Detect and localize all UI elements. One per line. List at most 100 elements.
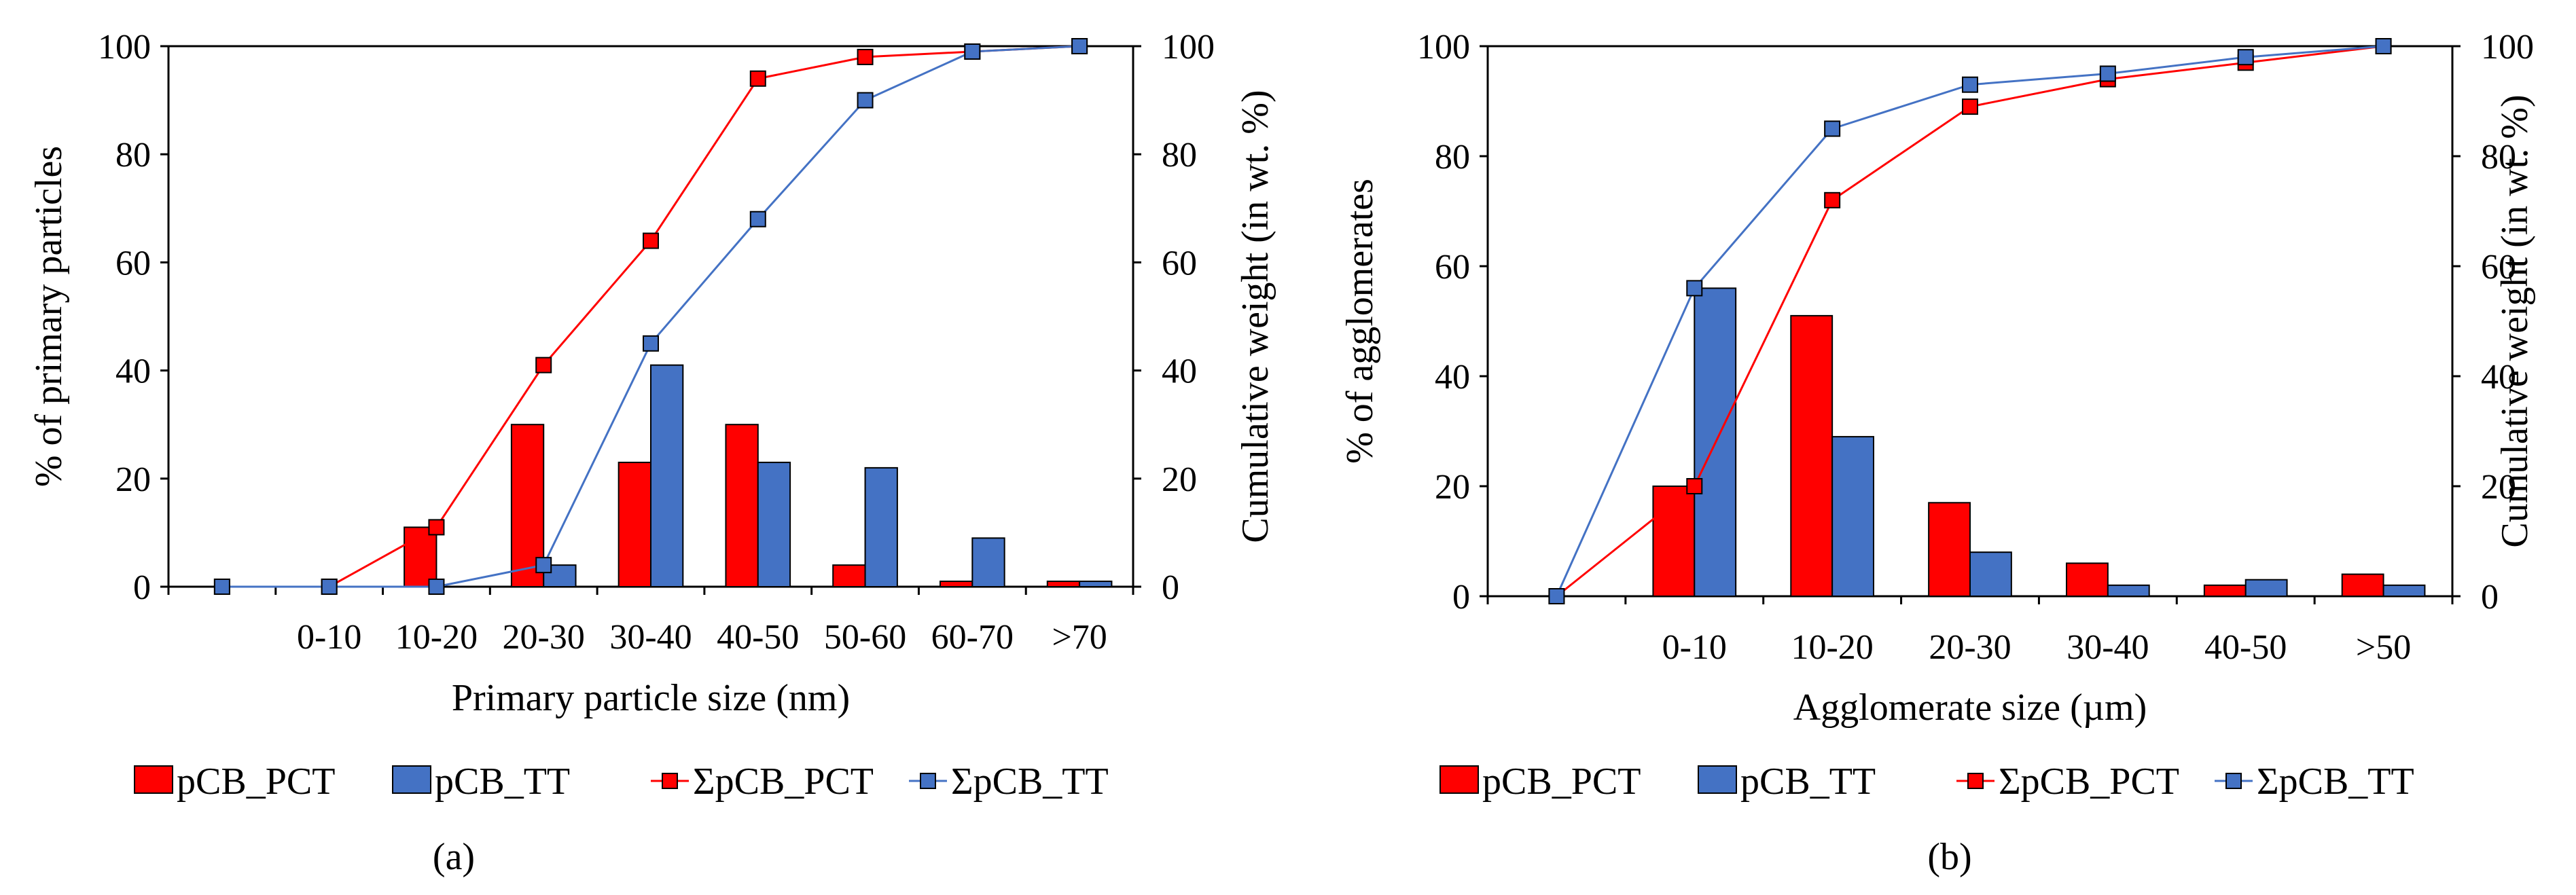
bar-pcb-pct — [2203, 584, 2247, 597]
bar-pcb-pct — [1046, 581, 1081, 587]
marker-cumulative-pcb-tt — [321, 579, 338, 595]
bar-pcb-pct — [1790, 314, 1833, 597]
bar-pcb-tt — [864, 467, 898, 587]
marker-cumulative-pcb-tt — [964, 43, 981, 60]
marker-cumulative-pcb-tt — [2375, 38, 2392, 54]
bar-pcb-pct — [618, 461, 652, 587]
x-tick-label: >70 — [1052, 618, 1107, 657]
marker-cumulative-pcb-tt — [1824, 120, 1841, 137]
y-right-tick-label: 20 — [1162, 460, 1197, 499]
bar-pcb-pct — [2066, 562, 2109, 598]
y-right-tick-label: 100 — [1162, 28, 1215, 67]
marker-cumulative-pcb-pct — [1962, 98, 1978, 115]
y-left-tick-label: 60 — [115, 244, 151, 282]
bar-pcb-tt — [650, 364, 684, 587]
legend: pCB_PCT pCB_TT ΣpCB_PCT ΣpCB_TT — [134, 761, 1109, 803]
legend-label: pCB_TT — [1740, 761, 1876, 803]
marker-cumulative-pcb-pct — [535, 357, 552, 373]
y-left-tick-label: 100 — [98, 28, 151, 67]
marker-cumulative-pcb-pct — [643, 232, 659, 249]
bar-pcb-tt — [1969, 551, 2012, 598]
legend-swatch-marker — [2225, 773, 2242, 789]
marker-cumulative-pcb-pct — [1686, 478, 1703, 494]
y-left-tick-label: 20 — [1435, 468, 1470, 507]
marker-cumulative-pcb-tt — [428, 579, 445, 595]
y-left-tick-label: 20 — [115, 460, 151, 499]
marker-cumulative-pcb-tt — [749, 211, 766, 227]
y-right-tick-label: 0 — [1162, 568, 1179, 607]
marker-cumulative-pcb-pct — [857, 48, 874, 65]
y-right-tick-label: 80 — [1162, 136, 1197, 175]
bar-pcb-tt — [1831, 436, 1874, 597]
y-left-tick-label: 60 — [1435, 248, 1470, 287]
y-left-axis-title: % of primary particles — [28, 146, 70, 487]
bar-pcb-tt — [2107, 584, 2150, 597]
x-tick-label: 0-10 — [1662, 628, 1727, 667]
y-right-axis-title: Cumulative weight (in wt. %) — [1234, 90, 1276, 543]
y-right-tick-label: 60 — [1162, 244, 1197, 282]
y-right-axis-title: Cumulative weight (in wt. %) — [2494, 94, 2536, 547]
panel-label: (a) — [433, 836, 475, 878]
legend-label: ΣpCB_PCT — [693, 761, 874, 803]
marker-cumulative-pcb-tt — [535, 557, 552, 574]
marker-cumulative-pcb-tt — [1686, 280, 1703, 297]
x-tick-label: 30-40 — [2067, 628, 2149, 667]
legend-label: ΣpCB_TT — [951, 761, 1109, 803]
y-left-tick-label: 100 — [1417, 28, 1470, 67]
x-tick-label: >50 — [2356, 628, 2411, 667]
legend-label: pCB_TT — [435, 761, 570, 803]
y-right-tick-label: 100 — [2481, 28, 2534, 67]
marker-cumulative-pcb-tt — [2237, 49, 2254, 66]
legend-label: pCB_PCT — [177, 761, 335, 803]
marker-cumulative-pcb-pct — [749, 70, 766, 87]
bar-pcb-tt — [757, 461, 791, 587]
bar-pcb-pct — [1928, 502, 1971, 597]
y-right-tick-label: 40 — [2481, 358, 2516, 397]
x-tick-label: 40-50 — [717, 618, 799, 657]
marker-cumulative-pcb-tt — [1548, 588, 1565, 604]
x-tick-label: 40-50 — [2204, 628, 2287, 667]
bar-pcb-pct — [940, 581, 973, 587]
marker-cumulative-pcb-pct — [428, 519, 445, 536]
x-tick-label: 60-70 — [931, 618, 1014, 657]
x-tick-label: 20-30 — [503, 618, 585, 657]
legend: pCB_PCT pCB_TT ΣpCB_PCT ΣpCB_TT — [1439, 761, 2414, 803]
x-tick-label: 30-40 — [609, 618, 692, 657]
x-tick-label: 10-20 — [395, 618, 478, 657]
x-tick-label: 20-30 — [1929, 628, 2011, 667]
x-tick-label: 0-10 — [297, 618, 361, 657]
x-axis-title: Agglomerate size (µm) — [1793, 687, 2147, 729]
y-left-tick-label: 0 — [133, 568, 151, 607]
legend-swatch-bar — [1698, 765, 1737, 794]
legend-label: ΣpCB_PCT — [1999, 761, 2179, 803]
legend-swatch-marker — [1967, 773, 1984, 789]
legend-swatch-bar — [134, 765, 173, 794]
panel-label: (b) — [1927, 836, 1971, 878]
y-right-tick-label: 40 — [1162, 352, 1197, 391]
legend-label: pCB_PCT — [1482, 761, 1641, 803]
legend-swatch-marker — [662, 773, 678, 789]
bar-pcb-tt — [971, 537, 1005, 587]
bar-pcb-pct — [725, 424, 759, 588]
marker-cumulative-pcb-tt — [1071, 38, 1088, 54]
bar-pcb-tt — [1079, 581, 1113, 587]
y-right-tick-label: 80 — [2481, 138, 2516, 177]
marker-cumulative-pcb-tt — [857, 92, 874, 109]
y-left-tick-label: 40 — [115, 352, 151, 391]
y-right-tick-label: 60 — [2481, 248, 2516, 287]
y-right-tick-label: 0 — [2481, 578, 2499, 617]
marker-cumulative-pcb-tt — [1962, 76, 1978, 93]
marker-cumulative-pcb-pct — [1824, 191, 1841, 208]
marker-cumulative-pcb-tt — [2099, 65, 2116, 82]
legend-swatch-bar — [1439, 765, 1479, 794]
marker-cumulative-pcb-tt — [643, 335, 659, 352]
y-left-tick-label: 80 — [1435, 138, 1470, 177]
bar-pcb-pct — [2341, 573, 2384, 597]
y-right-tick-label: 20 — [2481, 468, 2516, 507]
x-tick-label: 10-20 — [1791, 628, 1873, 667]
bar-pcb-pct — [832, 564, 866, 587]
bar-pcb-pct — [1652, 486, 1696, 597]
y-left-axis-title: % of agglomerates — [1339, 179, 1381, 464]
x-axis-title: Primary particle size (nm) — [452, 677, 850, 719]
